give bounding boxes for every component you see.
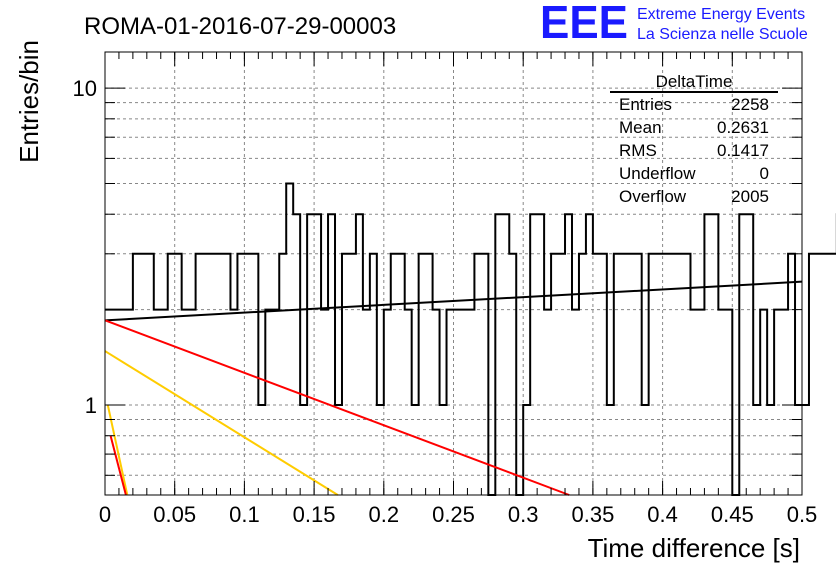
x-tick-label: 0.15: [293, 502, 336, 527]
stats-row-label: RMS: [619, 141, 657, 160]
x-tick-label: 0.3: [508, 502, 539, 527]
fit-line-2: [104, 350, 339, 496]
fit-line-1: [104, 319, 570, 496]
stats-row-label: Entries: [619, 95, 672, 114]
x-tick-label: 0.35: [571, 502, 614, 527]
axes-layer: 0 0.05 0.1 0.15 0.2 0.25 0.3 0.35 0.4 0.45 0.5 1 10: [73, 52, 818, 527]
x-tick-label: 0.05: [153, 502, 196, 527]
eee-logo: EEE Extreme Energy Events La Scienza nel…: [540, 0, 808, 48]
stats-row-value: 2258: [731, 95, 769, 114]
histogram-series: [105, 182, 836, 496]
x-tick-label: 0.4: [647, 502, 678, 527]
eee-logo-line1: Extreme Energy Events: [637, 6, 805, 23]
stats-box-rows: Entries 2258 Mean 0.2631 RMS 0.1417 Underflow 0…: [619, 95, 769, 206]
stats-row-label: Mean: [619, 118, 662, 137]
y-tick-label: 10: [73, 76, 97, 101]
x-tick-label: 0.25: [432, 502, 475, 527]
y-axis-label: Entries/bin: [14, 40, 44, 163]
stats-row-label: Overflow: [619, 187, 687, 206]
chart-title: ROMA-01-2016-07-29-00003: [84, 13, 396, 40]
stats-row-value: 2005: [731, 187, 769, 206]
x-axis-label: Time difference [s]: [588, 533, 800, 563]
x-tick-label: 0: [99, 502, 111, 527]
fit-lines-layer: [104, 280, 803, 496]
x-tick-label: 0.1: [229, 502, 260, 527]
stats-row-label: Underflow: [619, 164, 696, 183]
fit-line-4: [109, 435, 127, 496]
x-tick-label: 0.5: [787, 502, 818, 527]
grid-lines: [105, 52, 802, 495]
eee-logo-line2: La Scienza nelle Scuole: [637, 26, 808, 43]
x-tick-label: 0.45: [711, 502, 754, 527]
eee-logo-mark: EEE: [540, 0, 628, 48]
stats-row-value: 0: [760, 164, 769, 183]
x-tick-label: 0.2: [369, 502, 400, 527]
stats-box-title: DeltaTime: [656, 72, 733, 91]
histogram-layer: [105, 182, 836, 496]
fit-line-3: [106, 404, 129, 496]
fit-line-0: [104, 280, 803, 322]
stats-row-value: 0.1417: [717, 141, 769, 160]
stats-row-value: 0.2631: [717, 118, 769, 137]
stats-box: DeltaTime Entries 2258 Mean 0.2631 RMS 0.1417…: [610, 72, 778, 206]
y-tick-label: 1: [85, 393, 97, 418]
